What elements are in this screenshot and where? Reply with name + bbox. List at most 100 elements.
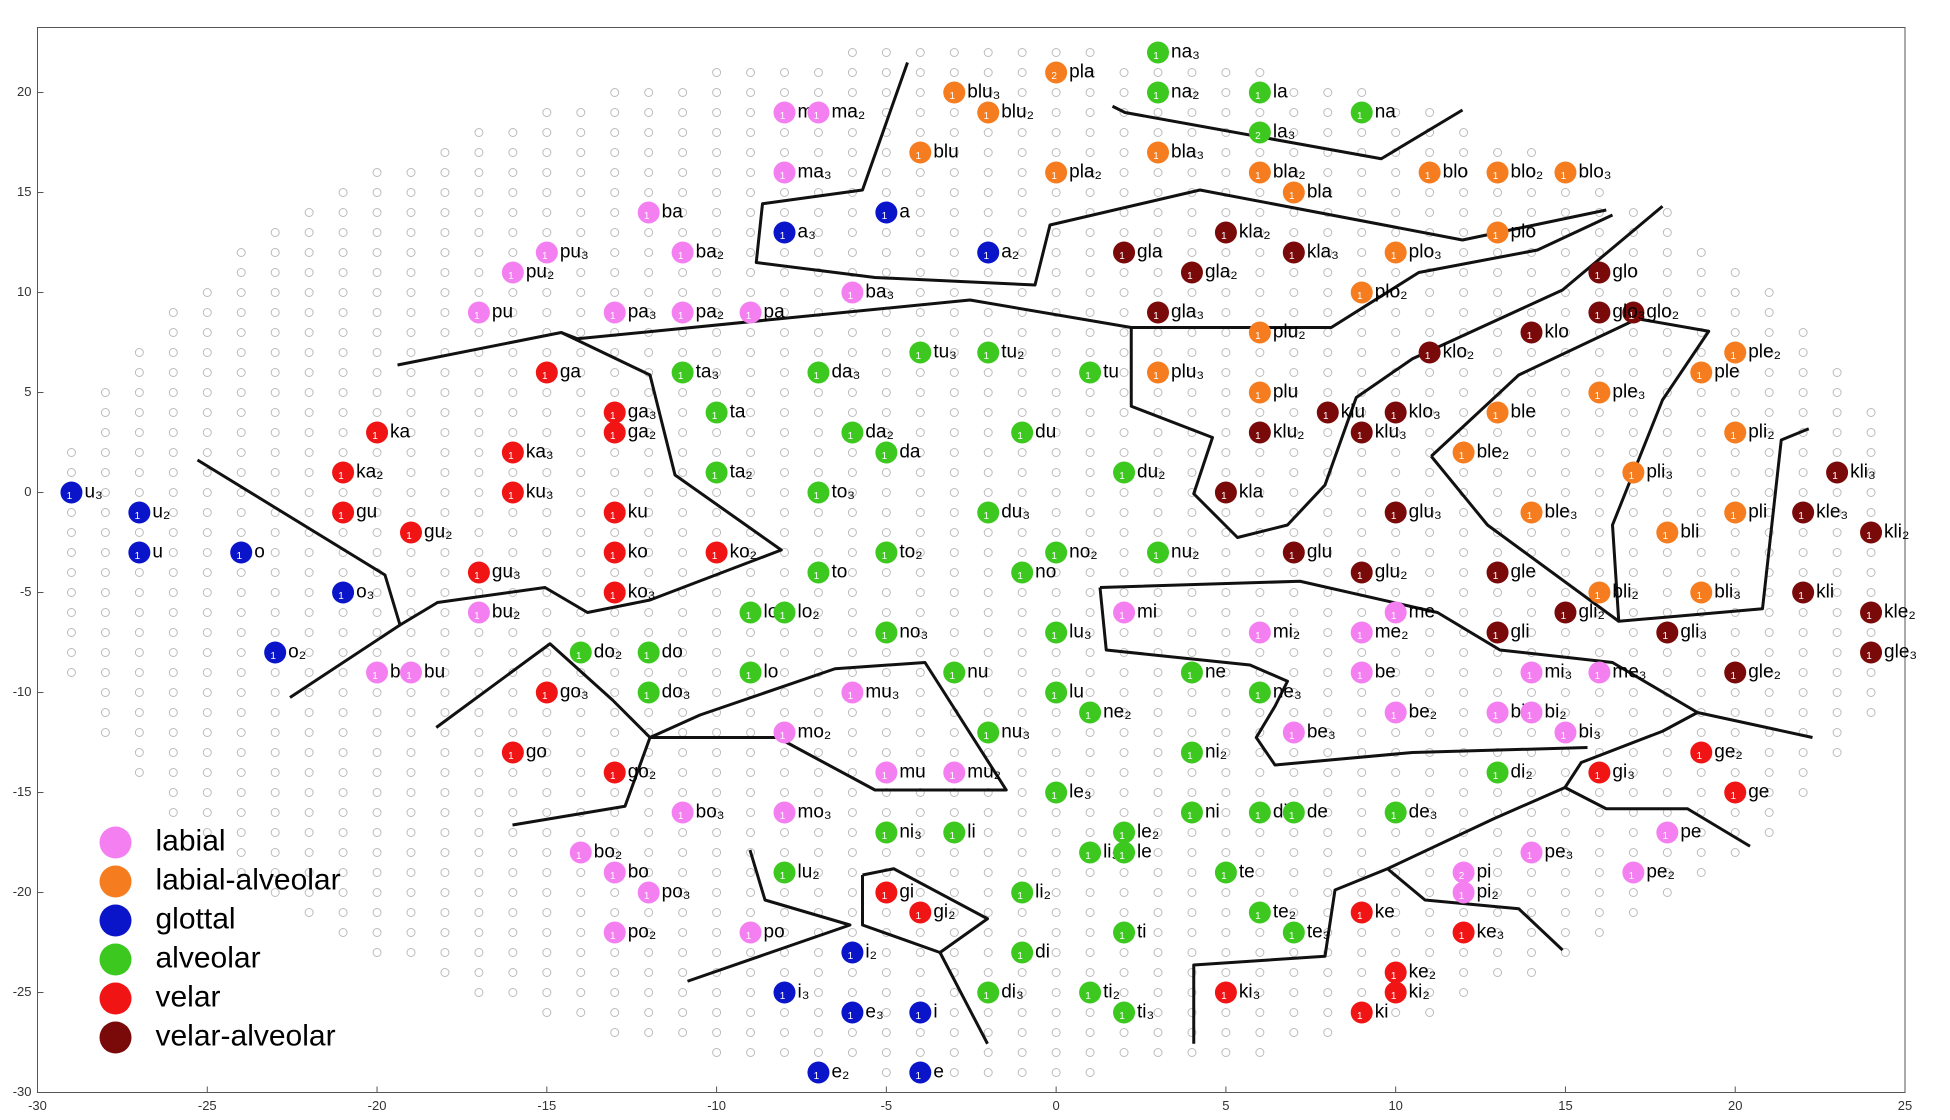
point [875, 881, 898, 904]
point-label: bla₂ [1273, 162, 1306, 183]
boundary [289, 623, 401, 699]
point-count: 1 [135, 511, 141, 522]
point-count: 1 [1221, 231, 1227, 242]
point-count: 1 [1187, 671, 1193, 682]
point [603, 501, 626, 524]
point [1418, 161, 1441, 184]
point [671, 301, 694, 324]
point-label: kle₂ [1884, 602, 1916, 623]
legend: labial labial-alveolar glottal alveolar vela… [99, 824, 341, 1054]
point-count: 1 [1153, 91, 1159, 102]
point-count: 1 [780, 111, 786, 122]
point-count: 1 [1595, 591, 1601, 602]
point [1180, 261, 1203, 284]
point-count: 1 [576, 651, 582, 662]
point-label: pu₃ [560, 242, 589, 263]
point [1724, 341, 1747, 364]
point-count: 1 [1798, 511, 1804, 522]
point-label: mi₂ [1273, 622, 1300, 643]
point-count: 1 [949, 91, 955, 102]
point [807, 101, 830, 124]
point-label: no₃ [899, 622, 928, 643]
point-label: po₃ [662, 882, 691, 903]
point-label: kle₃ [1816, 502, 1848, 523]
point-label: ki₃ [1239, 982, 1260, 1003]
x-tick-label: -25 [198, 1098, 217, 1113]
point-label: kli₃ [1850, 462, 1876, 483]
legend-label: velar [156, 980, 221, 1013]
point [977, 341, 1000, 364]
point-count: 1 [542, 371, 548, 382]
point-count: 1 [1323, 411, 1329, 422]
point [1248, 621, 1271, 644]
point-count: 1 [1017, 951, 1023, 962]
point [1282, 241, 1305, 264]
point [603, 761, 626, 784]
point-label: glo₃ [1612, 302, 1645, 323]
point-label: be [1375, 662, 1396, 683]
point-count: 1 [746, 931, 752, 942]
boundary [938, 951, 989, 1045]
point-count: 1 [1391, 811, 1397, 822]
point-label: gla₂ [1205, 262, 1238, 283]
point-label: nu₃ [1001, 722, 1030, 743]
point [637, 881, 660, 904]
point-label: kla₂ [1239, 222, 1271, 243]
point [1860, 601, 1883, 624]
point [1452, 861, 1475, 884]
point-label: bli₂ [1612, 582, 1638, 603]
point [909, 1001, 932, 1024]
point-label: bu [424, 662, 445, 683]
point-count: 1 [1255, 431, 1261, 442]
point-count: 1 [1153, 371, 1159, 382]
point [1350, 101, 1373, 124]
point-label: plu₃ [1171, 362, 1204, 383]
point-count: 1 [1153, 551, 1159, 562]
legend-label: velar-alveolar [156, 1019, 336, 1052]
point-count: 1 [949, 771, 955, 782]
x-tick-label: 10 [1388, 1098, 1402, 1113]
point [1418, 341, 1441, 364]
point [1147, 301, 1169, 324]
point [1045, 621, 1068, 644]
point-count: 1 [1493, 631, 1499, 642]
point-count: 1 [1153, 51, 1159, 62]
point [1384, 501, 1407, 524]
point-count: 1 [270, 651, 276, 662]
x-tick-label: -15 [537, 1098, 556, 1113]
point [943, 761, 966, 784]
point [1690, 741, 1713, 764]
point [875, 761, 898, 784]
point-label: e [933, 1062, 944, 1083]
point-count: 1 [1527, 511, 1533, 522]
point-count: 1 [1051, 551, 1057, 562]
point [1113, 601, 1136, 624]
point [1214, 861, 1237, 884]
point-label: lo₂ [798, 602, 820, 623]
point-count: 1 [1866, 611, 1872, 622]
point [501, 261, 524, 284]
point [773, 101, 796, 124]
point [1113, 821, 1136, 844]
boundary [754, 62, 1607, 287]
point [1282, 921, 1305, 944]
point [1248, 801, 1271, 824]
point [875, 621, 898, 644]
point [332, 501, 355, 524]
point-label: la [1273, 82, 1288, 103]
point [1588, 661, 1611, 684]
point-count: 1 [814, 111, 820, 122]
point-count: 1 [610, 871, 616, 882]
point-label: plo₃ [1409, 242, 1442, 263]
point-count: 1 [848, 951, 854, 962]
point-count: 1 [1629, 871, 1635, 882]
point-count: 1 [814, 371, 820, 382]
point-count: 1 [1595, 391, 1601, 402]
point [501, 481, 524, 504]
point-label: me₂ [1375, 622, 1409, 643]
point-label: mo₃ [798, 802, 832, 823]
y-tick-label: 10 [17, 284, 31, 299]
point-count: 1 [1527, 711, 1533, 722]
point-label: go [526, 742, 547, 763]
